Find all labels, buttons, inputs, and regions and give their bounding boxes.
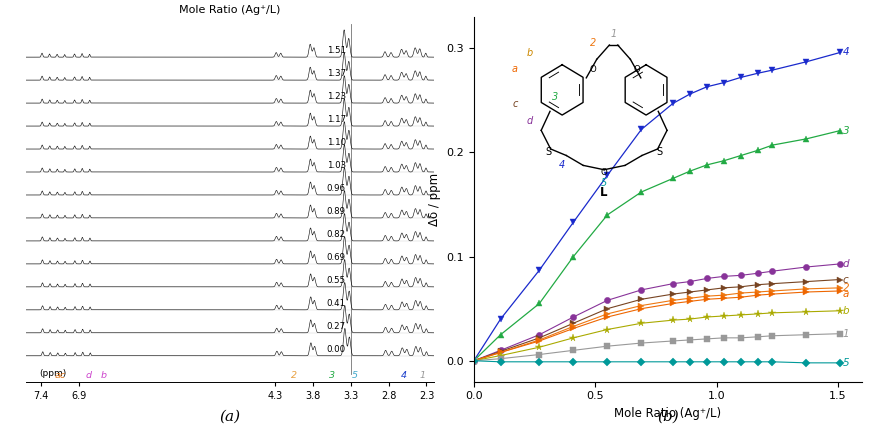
Text: (b): (b)	[658, 410, 679, 424]
Text: 0.55: 0.55	[327, 276, 346, 285]
Text: b: b	[843, 306, 849, 316]
Text: 2: 2	[843, 283, 849, 293]
Text: 0.41: 0.41	[327, 298, 346, 308]
Text: 1.03: 1.03	[327, 161, 346, 170]
Text: 1.10: 1.10	[327, 138, 346, 147]
Text: 5: 5	[843, 358, 849, 368]
Text: (ppm): (ppm)	[40, 369, 67, 378]
Text: 5: 5	[352, 371, 358, 379]
Text: a: a	[843, 289, 849, 299]
Y-axis label: Δδ / ppm: Δδ / ppm	[428, 173, 441, 226]
Text: 4: 4	[843, 47, 849, 57]
Text: 0.82: 0.82	[327, 230, 346, 239]
Text: 2: 2	[291, 371, 297, 379]
Text: ac: ac	[55, 371, 65, 379]
Text: 1.51: 1.51	[327, 46, 346, 55]
Text: 0.00: 0.00	[327, 345, 346, 354]
Text: 0.69: 0.69	[327, 253, 346, 262]
Text: 0.96: 0.96	[327, 184, 346, 193]
Text: 0.27: 0.27	[327, 322, 346, 331]
Title: Mole Ratio (Ag⁺/L): Mole Ratio (Ag⁺/L)	[179, 5, 280, 15]
Text: 4: 4	[401, 371, 407, 379]
X-axis label: Mole Ratio (Ag⁺/L): Mole Ratio (Ag⁺/L)	[615, 407, 721, 420]
Text: 1.37: 1.37	[327, 69, 346, 78]
Text: d: d	[843, 259, 849, 269]
Text: (a): (a)	[219, 410, 240, 424]
Text: 1.17: 1.17	[327, 115, 346, 124]
Text: 3: 3	[843, 126, 849, 136]
Text: 1: 1	[843, 329, 849, 339]
Text: b: b	[100, 371, 106, 379]
Text: 1: 1	[420, 371, 426, 379]
Text: 1.23: 1.23	[327, 92, 346, 101]
Text: 3: 3	[329, 371, 335, 379]
Text: d: d	[85, 371, 91, 379]
Text: c: c	[843, 274, 848, 285]
Text: 0.89: 0.89	[327, 207, 346, 216]
